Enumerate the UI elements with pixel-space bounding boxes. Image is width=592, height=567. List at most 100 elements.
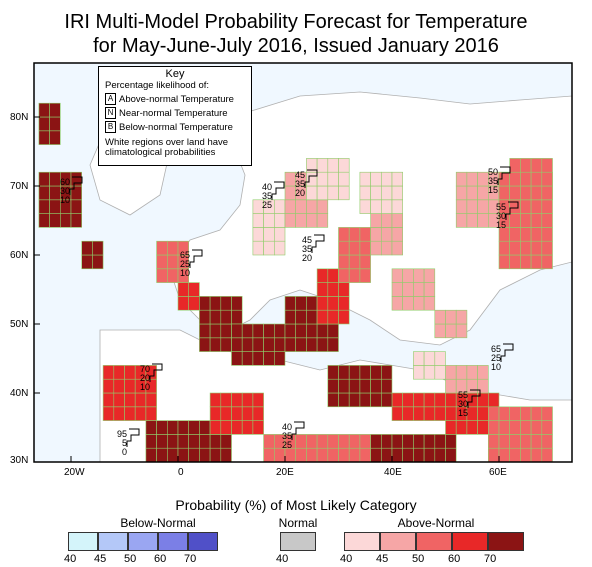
forecast-cell [338, 309, 350, 325]
forecast-cell [509, 213, 521, 228]
forecast-cell [348, 447, 361, 463]
map-frame [33, 62, 573, 463]
above-normal-swatch [452, 532, 488, 551]
forecast-cell [252, 406, 264, 421]
key-subtitle: Percentage likelihood of: [105, 80, 210, 91]
key-text-normal: Near-normal Temperature [119, 107, 228, 119]
marker-value: 70 [140, 364, 150, 374]
forecast-cell [49, 185, 61, 201]
forecast-cell [327, 378, 339, 394]
key-row-above: A Above-normal Temperature [99, 93, 251, 105]
forecast-cell [380, 434, 393, 449]
forecast-cell [316, 171, 329, 187]
region-markers: 6030104535204035255035155530154535206525… [60, 166, 519, 457]
forecast-cell [102, 392, 115, 408]
forecast-cell [327, 365, 339, 380]
below-normal-tick-label: 45 [94, 553, 107, 565]
legend-normal-label: Normal [278, 516, 318, 530]
marker-glyph [304, 169, 318, 188]
forecast-cell [156, 254, 168, 270]
forecast-cell [391, 447, 403, 463]
marker-value: 25 [282, 440, 292, 450]
lat-label-60n: 60N [10, 250, 29, 261]
forecast-cell [530, 171, 543, 187]
forecast-cell [530, 199, 543, 214]
forecast-cell [241, 323, 254, 339]
forecast-cell [530, 447, 543, 463]
key-note-line2: climatological probabilities [105, 147, 216, 158]
marker-value: 25 [491, 353, 501, 363]
forecast-cell [316, 213, 329, 228]
forecast-cell [327, 171, 339, 187]
forecast-cell [370, 447, 382, 463]
forecast-cell [338, 240, 350, 256]
forecast-cell [402, 268, 414, 283]
forecast-cell [316, 268, 329, 283]
forecast-cell [530, 185, 543, 201]
forecast-cell [220, 434, 232, 449]
forecast-cell [167, 240, 179, 256]
marker-glyph [497, 166, 511, 185]
forecast-cell [413, 406, 425, 421]
lon-label-20w: 20W [64, 467, 85, 478]
forecast-cell [252, 323, 264, 339]
forecast-cell [445, 392, 457, 408]
forecast-cell [177, 296, 189, 311]
marker-value: 15 [488, 185, 498, 195]
key-text-below: Below-normal Temperature [119, 121, 233, 133]
forecast-cell [455, 323, 468, 339]
forecast-cell [327, 323, 339, 339]
forecast-cell [359, 365, 371, 380]
forecast-cell [295, 323, 307, 339]
marker-value: 40 [282, 422, 292, 432]
forecast-cell [520, 406, 532, 421]
forecast-cell [177, 420, 189, 435]
forecast-cell [530, 434, 543, 449]
forecast-cell [306, 309, 318, 325]
map-title: IRI Multi-Model Probability Forecast for… [64, 11, 528, 33]
forecast-cell [273, 240, 286, 256]
forecast-cell [156, 434, 168, 449]
marker-value: 30 [496, 211, 506, 221]
legend-title: Probability (%) of Most Likely Category [175, 497, 417, 513]
forecast-cell [252, 337, 264, 352]
forecast-cell [241, 351, 254, 366]
forecast-cell [455, 171, 468, 187]
forecast-cell [380, 240, 393, 256]
forecast-cell [423, 392, 436, 408]
marker-glyph [126, 428, 140, 447]
forecast-cell [81, 254, 93, 270]
forecast-cell [466, 365, 478, 380]
forecast-cell [38, 185, 50, 201]
forecast-cell [359, 268, 371, 283]
forecast-cell [177, 282, 189, 297]
forecast-cell [530, 420, 543, 435]
forecast-cell [455, 185, 468, 201]
forecast-cell [295, 213, 307, 228]
forecast-cell [316, 309, 329, 325]
forecast-cell [306, 447, 318, 463]
forecast-cell [306, 323, 318, 339]
forecast-cell [509, 447, 521, 463]
forecast-cell [220, 406, 232, 421]
forecast-cell [391, 213, 403, 228]
forecast-cell [145, 447, 157, 463]
forecast-cell [38, 171, 50, 187]
forecast-cell [402, 392, 414, 408]
key-letter-a: A [105, 93, 116, 105]
legend-below-label: Below-Normal [120, 516, 196, 530]
forecast-cell [338, 392, 350, 408]
marker-value: 35 [262, 191, 272, 201]
forecast-cell [220, 420, 232, 435]
forecast-cell [413, 392, 425, 408]
forecast-cell [49, 213, 61, 228]
below-normal-tick-label: 50 [124, 553, 137, 565]
forecast-cell [145, 365, 157, 380]
forecast-cell [252, 240, 264, 256]
forecast-cell [380, 213, 393, 228]
forecast-cell [209, 323, 222, 339]
forecast-cell [199, 309, 211, 325]
lat-label-70n: 70N [10, 181, 29, 192]
